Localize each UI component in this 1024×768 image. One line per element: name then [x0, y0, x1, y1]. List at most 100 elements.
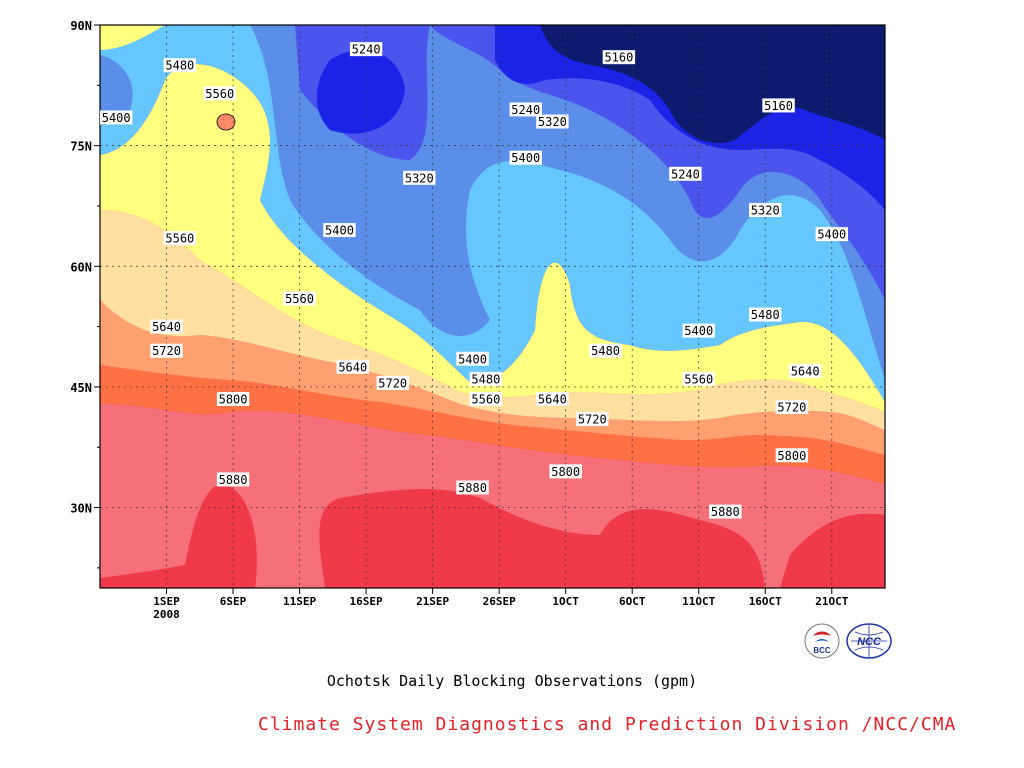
contour-label: 5640: [788, 363, 822, 378]
contour-label-bg: [100, 110, 133, 125]
fill-band-5800: [100, 404, 885, 588]
contour-label: 5800: [549, 464, 582, 479]
contour-label: 5400: [100, 110, 133, 125]
contour-label: 5560: [682, 371, 715, 386]
contour-label-text: 5880: [711, 505, 740, 519]
contour-label: 5240: [509, 102, 542, 117]
x-tick-label: 11OCT: [682, 595, 715, 608]
contour-label-bg: [749, 202, 782, 217]
contour-label-bg: [456, 480, 489, 495]
x-tick-label: 21OCT: [815, 595, 848, 608]
fill-band-5720: [100, 365, 885, 484]
contour-label-bg: [549, 464, 582, 479]
contour-label-text: 5800: [777, 449, 806, 463]
fill-band-5640: [100, 300, 885, 455]
contour-label-text: 5240: [671, 167, 700, 181]
x-year-label: 2008: [153, 608, 180, 621]
contour-label-text: 5560: [471, 392, 500, 406]
contour-label-bg: [469, 371, 503, 386]
ncc-logo: NCC: [846, 623, 892, 659]
x-tick-label: 6OCT: [619, 595, 646, 608]
contour-label-text: 5560: [165, 232, 194, 246]
contour-label-text: 5800: [219, 392, 248, 406]
contour-label-text: 5480: [591, 344, 620, 358]
contour-label-text: 5480: [165, 59, 194, 73]
contour-label: 5480: [469, 371, 503, 386]
contour-label-bg: [682, 323, 715, 338]
contour-label: 5160: [762, 98, 795, 113]
contour-label-bg: [509, 102, 542, 117]
contour-label-text: 5160: [764, 99, 793, 113]
contour-label-text: 5720: [378, 376, 407, 390]
contour-label-text: 5560: [205, 87, 234, 101]
contour-label-bg: [775, 448, 809, 463]
x-tick-label: 26SEP: [483, 595, 516, 608]
contour-label: 5720: [376, 375, 409, 390]
contour-label-text: 5400: [458, 352, 487, 366]
contour-label-bg: [336, 359, 369, 374]
contour-label: 5720: [150, 343, 183, 358]
fill-band-5160-left: [316, 50, 405, 134]
contour-label-bg: [150, 319, 183, 334]
contour-label-text: 5400: [102, 111, 131, 125]
contour-label-text: 5640: [338, 360, 367, 374]
contour-label-bg: [469, 391, 503, 406]
y-axis: 90N 75N 60N 45N 30N: [70, 19, 100, 569]
contour-label: 5640: [536, 391, 569, 406]
contour-label-text: 5480: [471, 372, 500, 386]
contour-label-bg: [775, 400, 809, 415]
contour-label-bg: [216, 391, 250, 406]
contour-label: 5480: [749, 307, 782, 322]
grid-lines: [100, 25, 885, 588]
contour-label-text: 5480: [751, 308, 780, 322]
contour-label-bg: [602, 50, 636, 65]
contour-label-bg: [376, 375, 409, 390]
contour-label: 5240: [669, 166, 702, 181]
contour-label-bg: [150, 343, 183, 358]
contour-label: 5560: [469, 391, 503, 406]
contour-label: 5320: [536, 114, 569, 129]
contour-label-text: 5400: [817, 228, 846, 242]
contour-label-bg: [815, 227, 848, 242]
plot-frame: [99, 24, 886, 589]
contour-label: 5400: [456, 351, 489, 366]
contour-label: 5720: [576, 412, 609, 427]
contour-label-bg: [403, 170, 436, 185]
x-tick-label: 1OCT: [552, 595, 579, 608]
contour-label-text: 5160: [604, 51, 633, 65]
contour-label-text: 5640: [538, 392, 567, 406]
contour-label-text: 5880: [458, 481, 487, 495]
x-tick-label: 1SEP: [153, 595, 180, 608]
contour-label-bg: [509, 150, 542, 165]
contour-label-text: 5640: [791, 364, 820, 378]
x-tick-label: 6SEP: [220, 595, 247, 608]
contour-label: 5400: [682, 323, 715, 338]
contour-label: 5240: [349, 42, 383, 57]
contour-label-text: 5240: [352, 43, 381, 57]
contour-label: 5560: [283, 291, 316, 306]
contour-label: 5400: [323, 223, 356, 238]
x-tick-label: 21SEP: [416, 595, 449, 608]
contour-label: 5640: [336, 359, 369, 374]
contour-label-text: 5880: [219, 473, 248, 487]
contour-label-text: 5640: [152, 320, 181, 334]
contour-label: 5160: [602, 50, 636, 65]
contour-label: 5560: [163, 231, 197, 246]
x-axis: 1SEP 6SEP 11SEP 16SEP 21SEP 26SEP 1OCT 6OCT 11OC…: [153, 588, 849, 621]
contour-label: 5640: [150, 319, 183, 334]
x-tick-label: 16OCT: [749, 595, 782, 608]
contour-label-bg: [682, 371, 715, 386]
chart-caption: Ochotsk Daily Blocking Observations (gpm…: [326, 672, 698, 690]
contour-label-text: 5720: [777, 401, 806, 415]
contour-label-bg: [203, 86, 236, 101]
contour-label-bg: [589, 343, 622, 358]
contour-label: 5400: [509, 150, 542, 165]
contour-chart: 90N 75N 60N 45N 30N 1SEP 6SEP 11SEP 16SEP 21SEP 2…: [70, 19, 886, 621]
contour-label-bg: [163, 231, 197, 246]
contour-label-text: 5240: [511, 103, 540, 117]
y-tick-label: 75N: [70, 140, 92, 154]
contour-label-bg: [749, 307, 782, 322]
bcc-logo-text: BCC: [813, 646, 831, 655]
contour-label-text: 5560: [684, 372, 713, 386]
